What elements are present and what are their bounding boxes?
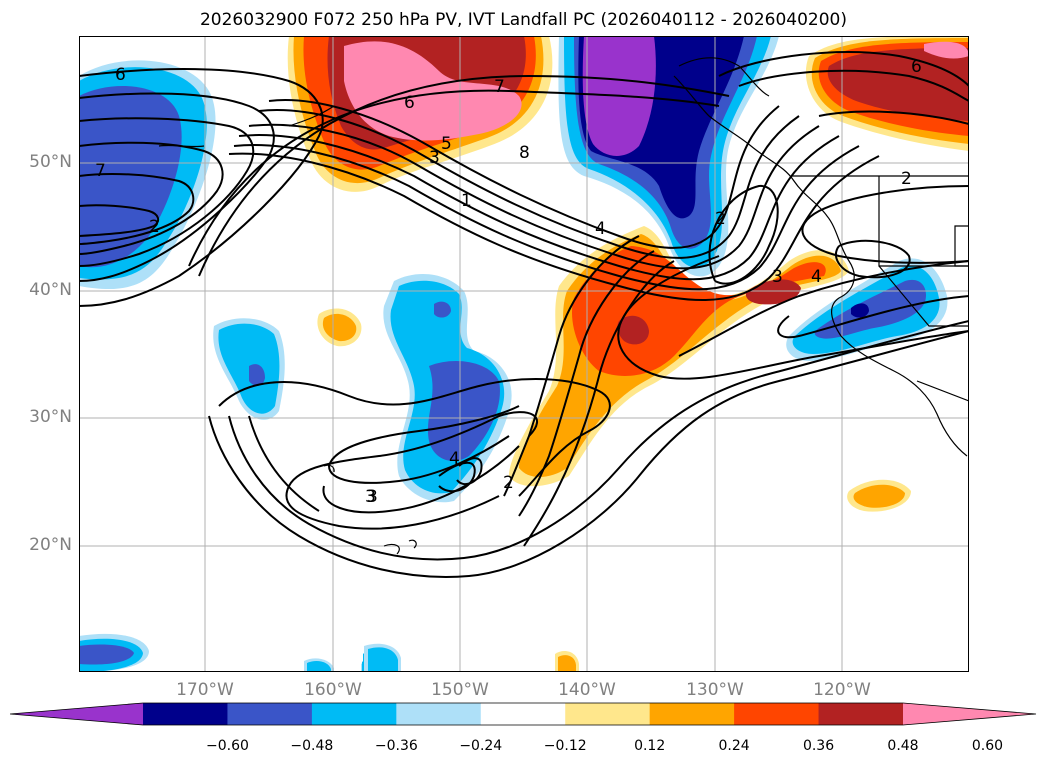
colorbar-tick-label: 0.36	[802, 738, 835, 754]
shade-patch-b-orange	[853, 484, 905, 508]
colorbar-tick-label: 0.24	[718, 738, 750, 754]
colorbar-extend-right	[903, 703, 1036, 725]
colorbar-segment	[143, 703, 228, 725]
lat-label-20n: 20°N	[29, 535, 72, 555]
lon-label-140w: 140°W	[558, 680, 616, 700]
contour-label-18: 3	[367, 487, 378, 507]
graticule	[79, 36, 969, 672]
colorbar-segment	[311, 703, 397, 725]
shade-sub-navy-dot	[434, 301, 451, 318]
colorbar-segment	[396, 703, 482, 725]
shade-goa-pink	[344, 41, 522, 141]
map-border	[79, 36, 969, 672]
contour-label-10: 4	[595, 219, 606, 239]
colorbar-outline	[10, 702, 1037, 726]
colorbar-tick-label: −0.12	[543, 738, 587, 754]
shade-tongue-dark-red	[617, 315, 649, 345]
shade-patch-a-orange	[322, 313, 357, 342]
contour-label-3: 2	[149, 217, 160, 237]
shade-bottom-a-blue	[79, 644, 134, 665]
contour-label-4: 6	[404, 93, 415, 113]
contour-label-2: 7	[95, 161, 106, 181]
pv-contours	[79, 51, 969, 578]
colorbar-segment	[227, 703, 313, 725]
colorbar-segment	[565, 703, 651, 725]
colorbar-tick-label: 0.12	[634, 738, 666, 754]
contour-label-1: 6	[115, 65, 126, 85]
lon-label-130w: 130°W	[686, 680, 744, 700]
lon-label-170w: 170°W	[176, 680, 234, 700]
coastlines	[158, 57, 969, 555]
shade-west-cyan	[218, 323, 280, 414]
shade-bottom-u-cyan	[368, 647, 398, 672]
contour-label-16: 3	[365, 487, 376, 507]
contour-labels: 6 7 2 6 3 5 7 8 1 4 3 4 2 6 2 3 4 3 2	[95, 57, 922, 507]
shade-west-blue	[249, 364, 265, 386]
colorbar-tick-label: −0.24	[459, 738, 503, 754]
colorbar-extend-left	[10, 703, 143, 725]
contour-label-12: 4	[811, 267, 822, 287]
colorbar-segment	[649, 703, 735, 725]
colorbar-segment	[480, 703, 566, 725]
colorbar-segment	[818, 703, 904, 725]
contour-label-13: 2	[715, 209, 726, 229]
shade-bottom-s-cyan	[307, 661, 331, 672]
contour-label-5: 3	[429, 148, 440, 168]
shade-ca-navy	[851, 303, 869, 318]
shade-nw-blue	[79, 85, 182, 268]
map-panel: 6 7 2 6 3 5 7 8 1 4 3 4 2 6 2 3 4 3 2	[79, 36, 969, 672]
colorbar-tick-label: 0.60	[971, 738, 1004, 754]
colorbar-tick-label: −0.36	[374, 738, 418, 754]
contour-label-9: 1	[461, 191, 472, 211]
map-title: 2026032900 F072 250 hPa PV, IVT Landfall…	[199, 10, 847, 30]
contour-label-17: 4	[449, 449, 460, 469]
lat-label-50n: 50°N	[29, 152, 72, 172]
contour-label-15: 2	[901, 169, 912, 189]
colorbar-tick-label: 0.48	[887, 738, 919, 754]
contour-label-7: 7	[494, 77, 505, 97]
lon-label-120w: 120°W	[813, 680, 871, 700]
contour-label-6: 5	[441, 134, 452, 154]
shade-bottom-w-orange	[558, 655, 576, 672]
shade-ne-pink	[924, 41, 969, 59]
lat-label-30n: 30°N	[29, 407, 72, 427]
contour-label-19: 2	[503, 473, 514, 493]
colorbar-segment	[734, 703, 820, 725]
colorbar-tick-label: −0.60	[205, 738, 249, 754]
contour-label-11: 3	[772, 267, 783, 287]
contour-label-14: 6	[911, 57, 922, 77]
contour-label-8: 8	[519, 143, 530, 163]
lat-label-40n: 40°N	[29, 280, 72, 300]
colorbar	[10, 702, 1037, 726]
colorbar-tick-label: −0.48	[290, 738, 334, 754]
lon-label-150w: 150°W	[431, 680, 489, 700]
lon-label-160w: 160°W	[304, 680, 362, 700]
